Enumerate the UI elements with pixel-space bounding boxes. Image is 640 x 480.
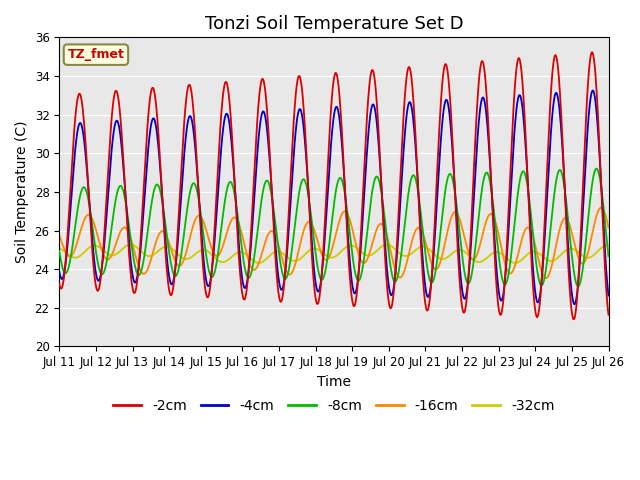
Text: TZ_fmet: TZ_fmet [67,48,124,61]
Line: -8cm: -8cm [60,168,609,287]
-8cm [419,230,427,236]
-2cm [239,294,246,300]
-32cm [164,244,172,250]
-32cm [239,250,247,255]
-8cm [574,284,582,289]
X-axis label: Time: Time [317,375,351,389]
-32cm [56,246,63,252]
-2cm [540,249,547,254]
-4cm [239,280,246,286]
-16cm [540,273,547,278]
-16cm [542,276,550,281]
-16cm [605,225,612,230]
-4cm [605,293,612,299]
-2cm [605,312,612,318]
-8cm [491,216,499,222]
-4cm [164,265,172,271]
-2cm [56,281,63,287]
-32cm [127,241,134,247]
-16cm [56,232,63,238]
-2cm [491,255,499,261]
Legend: -2cm, -4cm, -8cm, -16cm, -32cm: -2cm, -4cm, -8cm, -16cm, -32cm [108,394,560,419]
-2cm [164,279,172,285]
-32cm [511,260,519,266]
Line: -16cm: -16cm [60,208,609,278]
-16cm [419,231,427,237]
-4cm [177,190,185,195]
-32cm [540,254,548,260]
Y-axis label: Soil Temperature (C): Soil Temperature (C) [15,120,29,263]
-16cm [164,237,172,243]
-32cm [492,250,499,255]
-4cm [419,260,427,266]
-8cm [605,253,612,259]
Title: Tonzi Soil Temperature Set D: Tonzi Soil Temperature Set D [205,15,463,33]
-8cm [540,280,547,286]
-4cm [540,258,547,264]
-4cm [56,269,63,275]
-32cm [420,244,428,250]
-8cm [164,241,172,247]
-4cm [491,241,499,247]
-16cm [177,262,185,267]
-2cm [588,49,596,55]
-8cm [593,166,600,171]
Line: -2cm: -2cm [60,52,609,319]
-2cm [419,276,427,282]
-16cm [491,217,499,223]
-32cm [605,243,612,249]
-2cm [570,316,578,322]
Line: -32cm: -32cm [60,244,609,263]
-4cm [571,301,579,307]
-4cm [589,88,596,94]
-32cm [178,254,186,260]
-16cm [597,205,605,211]
Line: -4cm: -4cm [60,91,609,304]
-8cm [239,253,246,259]
-8cm [177,251,185,256]
-2cm [177,164,185,170]
-16cm [239,235,246,241]
-8cm [56,248,63,254]
